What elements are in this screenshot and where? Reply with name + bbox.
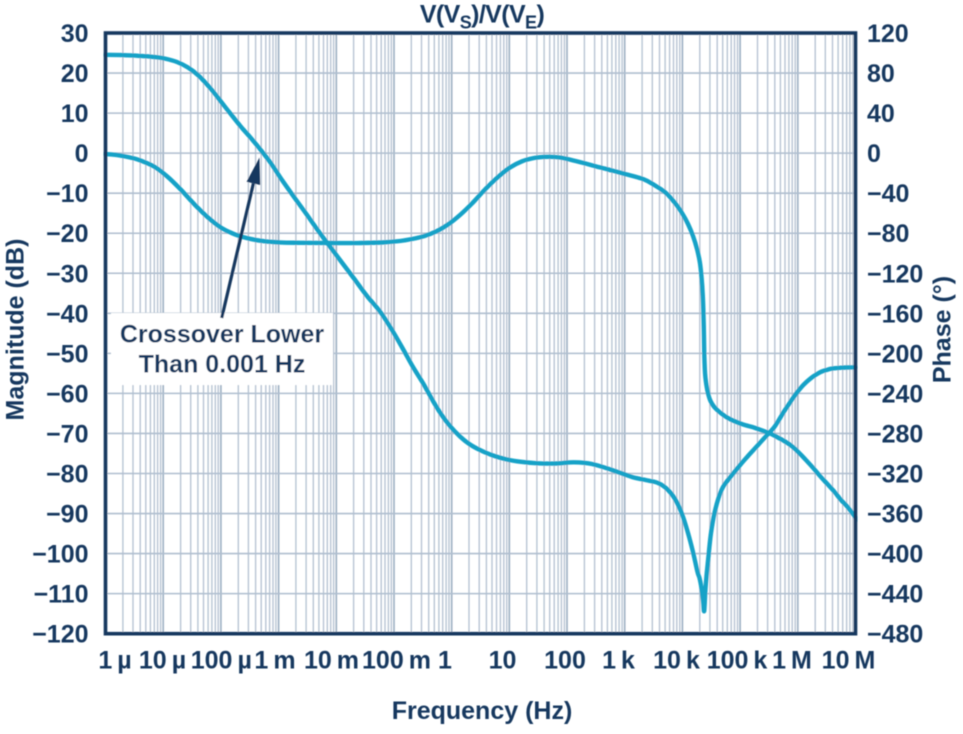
svg-text:−20: −20 [46, 220, 88, 248]
svg-text:10 m: 10 m [304, 647, 359, 675]
svg-text:10 k: 10 k [653, 647, 700, 675]
svg-text:−80: −80 [46, 461, 88, 489]
svg-text:100 k: 100 k [707, 647, 768, 675]
svg-text:80: 80 [867, 60, 895, 88]
svg-text:10 M: 10 M [822, 647, 876, 675]
svg-text:20: 20 [61, 60, 89, 88]
svg-text:−480: −480 [867, 621, 923, 649]
svg-text:Crossover Lower: Crossover Lower [120, 321, 325, 349]
svg-text:−360: −360 [867, 501, 923, 529]
svg-text:1 m: 1 m [254, 647, 295, 675]
svg-text:10: 10 [489, 647, 517, 675]
svg-text:10 µ: 10 µ [139, 647, 186, 675]
svg-text:−40: −40 [867, 180, 909, 208]
svg-text:100: 100 [544, 647, 586, 675]
svg-text:−90: −90 [46, 501, 88, 529]
svg-text:−120: −120 [867, 260, 923, 288]
svg-text:−440: −440 [867, 581, 923, 609]
svg-text:−200: −200 [867, 340, 923, 368]
svg-text:0: 0 [75, 140, 89, 168]
svg-text:−30: −30 [46, 260, 88, 288]
svg-text:100 m: 100 m [362, 647, 431, 675]
svg-text:Magnitude (dB): Magnitude (dB) [2, 239, 30, 421]
svg-text:−60: −60 [46, 380, 88, 408]
svg-text:−240: −240 [867, 380, 923, 408]
svg-text:1: 1 [438, 647, 452, 675]
svg-text:−80: −80 [867, 220, 909, 248]
svg-text:Than 0.001 Hz: Than 0.001 Hz [139, 351, 306, 379]
svg-text:−400: −400 [867, 541, 923, 569]
svg-text:40: 40 [867, 100, 895, 128]
svg-text:−110: −110 [34, 581, 89, 609]
svg-text:−50: −50 [46, 340, 88, 368]
svg-text:120: 120 [867, 20, 909, 48]
svg-text:−100: −100 [32, 541, 88, 569]
svg-text:10: 10 [61, 100, 89, 128]
svg-text:−120: −120 [32, 621, 88, 649]
svg-text:−10: −10 [46, 180, 88, 208]
svg-text:−40: −40 [46, 300, 88, 328]
svg-text:−70: −70 [46, 421, 88, 449]
svg-text:V(VS)/V(VE): V(VS)/V(VE) [420, 0, 545, 32]
svg-text:Phase (°): Phase (°) [929, 276, 957, 383]
svg-text:1 µ: 1 µ [98, 647, 131, 675]
svg-text:30: 30 [61, 20, 89, 48]
svg-text:−160: −160 [867, 300, 923, 328]
svg-text:Frequency (Hz): Frequency (Hz) [392, 697, 573, 725]
svg-text:−280: −280 [867, 421, 923, 449]
svg-text:1 M: 1 M [772, 647, 812, 675]
svg-text:1 k: 1 k [602, 647, 635, 675]
svg-text:100 µ: 100 µ [191, 647, 252, 675]
svg-text:0: 0 [867, 140, 881, 168]
svg-text:−320: −320 [867, 461, 923, 489]
